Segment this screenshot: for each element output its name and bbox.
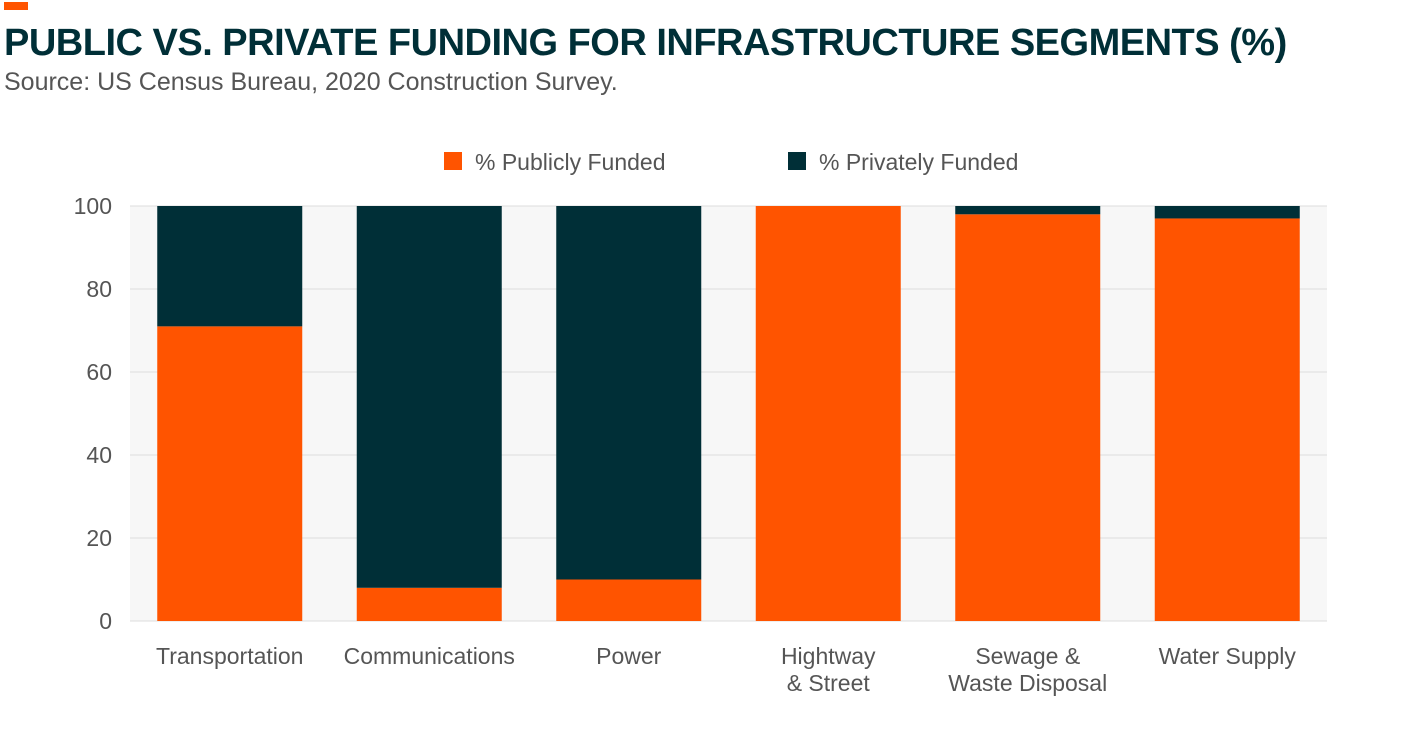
plot-area (130, 206, 1327, 621)
legend-label: % Privately Funded (819, 149, 1018, 175)
legend-swatch (444, 152, 462, 170)
bar-publicly-funded (755, 206, 901, 621)
bar-publicly-funded (556, 579, 702, 621)
legend-label: % Publicly Funded (475, 149, 666, 175)
x-tick-label: Sewage & Waste Disposal (948, 643, 1107, 696)
y-tick-label: 0 (99, 608, 112, 634)
x-tick-label: Power (596, 643, 662, 669)
y-tick-label: 20 (86, 525, 112, 551)
x-tick-label: Hightway & Street (781, 643, 876, 696)
bar-privately-funded (356, 206, 502, 588)
accent-bar (4, 2, 28, 10)
chart-subtitle: Source: US Census Bureau, 2020 Construct… (4, 68, 618, 96)
y-tick-label: 40 (86, 442, 112, 468)
bar-privately-funded (556, 206, 702, 580)
legend-swatch (788, 152, 806, 170)
bar-privately-funded (157, 206, 303, 327)
bar-publicly-funded (1154, 218, 1300, 621)
bar-publicly-funded (955, 214, 1101, 622)
x-tick-label: Water Supply (1159, 643, 1297, 669)
x-tick-label: Transportation (156, 643, 303, 669)
bar-publicly-funded (157, 326, 303, 621)
y-tick-label: 100 (74, 193, 112, 219)
bar-privately-funded (1154, 206, 1300, 219)
bar-publicly-funded (356, 587, 502, 621)
y-tick-label: 80 (86, 276, 112, 302)
x-tick-label: Communications (344, 643, 515, 669)
bar-privately-funded (955, 206, 1101, 215)
y-tick-label: 60 (86, 359, 112, 385)
chart-title: PUBLIC VS. PRIVATE FUNDING FOR INFRASTRU… (4, 22, 1287, 64)
